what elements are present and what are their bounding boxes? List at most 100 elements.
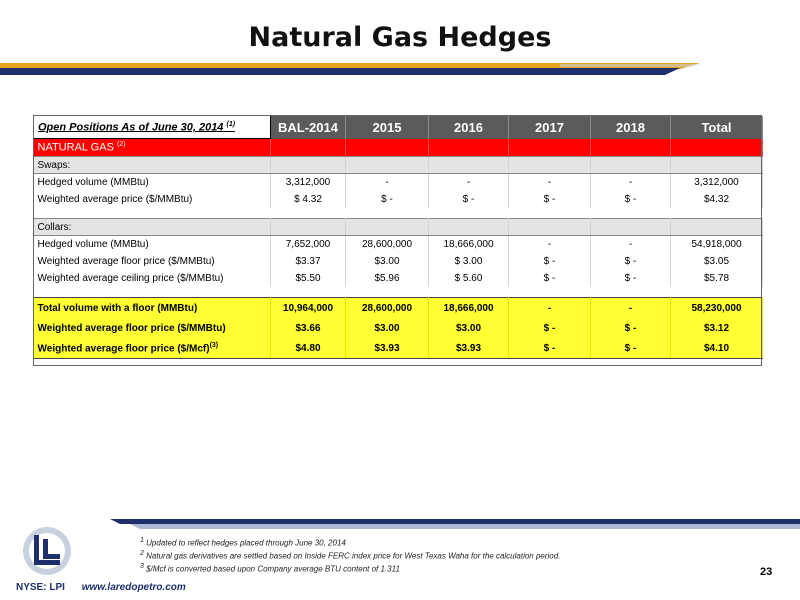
value-cell: $ - bbox=[508, 270, 591, 287]
page-title: Natural Gas Hedges bbox=[248, 22, 552, 53]
value-cell: - bbox=[590, 235, 671, 253]
value-cell: 58,230,000 bbox=[670, 297, 763, 318]
table-row: Total volume with a floor (MMBtu) 10,964,… bbox=[33, 297, 763, 318]
value-cell: 18,666,000 bbox=[428, 235, 509, 253]
blank-cell bbox=[270, 218, 346, 236]
value-cell: $3.66 bbox=[270, 318, 346, 338]
value-cell: $4.32 bbox=[670, 191, 763, 208]
value-cell: 18,666,000 bbox=[428, 297, 509, 318]
row-label: Weighted average price ($/MMBtu) bbox=[33, 191, 271, 208]
value-cell: - bbox=[508, 297, 591, 318]
value-cell: 7,652,000 bbox=[270, 235, 346, 253]
value-cell: 54,918,000 bbox=[670, 235, 763, 253]
header-stripe bbox=[0, 63, 700, 75]
value-cell: $5.96 bbox=[345, 270, 429, 287]
row-label: Weighted average floor price ($/Mcf)(3) bbox=[33, 338, 271, 359]
section-label: Collars: bbox=[33, 218, 271, 236]
blank-cell bbox=[270, 138, 346, 157]
column-header: BAL-2014 bbox=[270, 115, 346, 139]
natural-gas-label: NATURAL GAS (2) bbox=[33, 138, 271, 157]
value-cell: $ - bbox=[508, 318, 591, 338]
spacer-row bbox=[34, 208, 763, 219]
blank-cell bbox=[591, 287, 671, 298]
blank-cell bbox=[670, 138, 763, 157]
blank-cell bbox=[508, 218, 591, 236]
row-label: Weighted average ceiling price ($/MMBtu) bbox=[33, 270, 271, 287]
section-label: Swaps: bbox=[33, 156, 271, 174]
value-cell: 28,600,000 bbox=[345, 235, 429, 253]
blank-cell bbox=[345, 218, 429, 236]
blank-cell bbox=[509, 287, 591, 298]
value-cell: - bbox=[590, 173, 671, 191]
swaps-section-row: Swaps: bbox=[33, 156, 763, 174]
table-row: Hedged volume (MMBtu) 7,652,000 28,600,000… bbox=[33, 235, 763, 253]
footnote-1: 1 Updated to reflect hedges placed throu… bbox=[140, 537, 346, 548]
value-cell: $3.00 bbox=[345, 318, 429, 338]
table-row: Weighted average floor price ($/MMBtu) $3… bbox=[33, 253, 763, 270]
blank-cell bbox=[429, 287, 509, 298]
blank-cell bbox=[428, 218, 509, 236]
value-cell: $3.05 bbox=[670, 253, 763, 270]
blank-cell bbox=[508, 156, 591, 174]
natural-gas-row: NATURAL GAS (2) bbox=[33, 138, 763, 157]
value-cell: $ - bbox=[590, 253, 671, 270]
value-cell: $ - bbox=[590, 318, 671, 338]
value-cell: $3.00 bbox=[428, 318, 509, 338]
column-header: 2015 bbox=[345, 115, 429, 139]
value-cell: - bbox=[508, 173, 591, 191]
blank-cell bbox=[508, 138, 591, 157]
column-header: Total bbox=[670, 115, 763, 139]
footer: NYSE: LPI www.laredopetro.com bbox=[16, 582, 186, 593]
footnotes: 1 Updated to reflect hedges placed throu… bbox=[140, 536, 560, 575]
header-row: Open Positions As of June 30, 2014 (1) BA… bbox=[33, 115, 763, 139]
value-cell: $ - bbox=[590, 270, 671, 287]
blank-cell bbox=[271, 208, 346, 219]
blank-cell bbox=[590, 156, 671, 174]
column-header: 2016 bbox=[428, 115, 509, 139]
value-cell: $3.37 bbox=[270, 253, 346, 270]
row-label: Hedged volume (MMBtu) bbox=[33, 235, 271, 253]
blank-cell bbox=[34, 208, 271, 219]
value-cell: $ - bbox=[345, 191, 429, 208]
value-cell: $ - bbox=[590, 338, 671, 359]
value-cell: - bbox=[508, 235, 591, 253]
blank-cell bbox=[346, 208, 429, 219]
value-cell: $ 3.00 bbox=[428, 253, 509, 270]
value-cell: $3.93 bbox=[428, 338, 509, 359]
laredo-logo bbox=[23, 527, 71, 575]
value-cell: 28,600,000 bbox=[345, 297, 429, 318]
blank-cell bbox=[590, 138, 671, 157]
blank-cell bbox=[34, 287, 271, 298]
blank-cell bbox=[670, 218, 763, 236]
value-cell: $5.78 bbox=[670, 270, 763, 287]
collars-section-row: Collars: bbox=[33, 218, 763, 236]
table-row: Weighted average floor price ($/MMBtu) $3… bbox=[33, 318, 763, 338]
value-cell: $ - bbox=[508, 191, 591, 208]
header-label: Open Positions As of June 30, 2014 (1) bbox=[33, 115, 271, 139]
blank-cell bbox=[271, 287, 346, 298]
blank-cell bbox=[671, 287, 763, 298]
value-cell: - bbox=[345, 173, 429, 191]
blank-cell bbox=[509, 208, 591, 219]
value-cell: $ 5.60 bbox=[428, 270, 509, 287]
ticker: NYSE: LPI bbox=[16, 582, 65, 593]
column-header: 2017 bbox=[508, 115, 591, 139]
table-row: Hedged volume (MMBtu) 3,312,000- - - -3,312,… bbox=[33, 173, 763, 191]
value-cell: - bbox=[428, 173, 509, 191]
value-cell: $5.50 bbox=[270, 270, 346, 287]
row-label: Weighted average floor price ($/MMBtu) bbox=[33, 253, 271, 270]
blank-cell bbox=[345, 138, 429, 157]
footnote-3: 3 $/Mcf is converted based upon Company … bbox=[140, 563, 400, 574]
blank-cell bbox=[428, 156, 509, 174]
row-label: Weighted average floor price ($/MMBtu) bbox=[33, 318, 271, 338]
value-cell: $3.12 bbox=[670, 318, 763, 338]
value-cell: $ - bbox=[508, 253, 591, 270]
blank-cell bbox=[671, 208, 763, 219]
column-header: 2018 bbox=[590, 115, 671, 139]
value-cell: - bbox=[590, 297, 671, 318]
value-cell: $ - bbox=[428, 191, 509, 208]
value-cell: $3.00 bbox=[345, 253, 429, 270]
website-link[interactable]: www.laredopetro.com bbox=[81, 582, 186, 593]
value-cell: 10,964,000 bbox=[270, 297, 346, 318]
blank-cell bbox=[670, 156, 763, 174]
